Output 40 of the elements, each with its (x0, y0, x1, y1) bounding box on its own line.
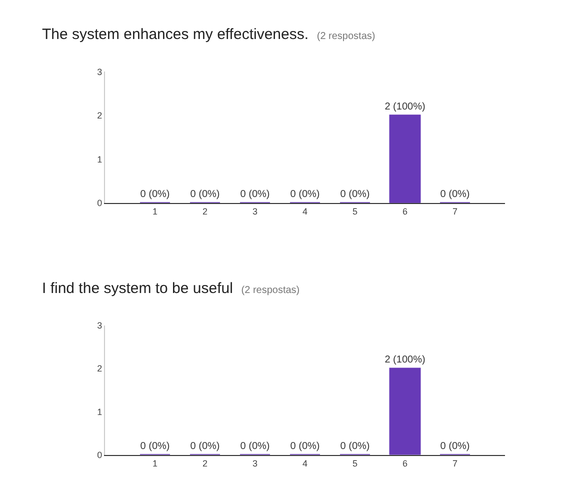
y-tick-label: 1 (97, 406, 102, 417)
y-tick-label: 1 (97, 154, 102, 164)
data-label: 0 (0%) (140, 440, 170, 452)
data-label: 0 (0%) (290, 440, 320, 452)
x-tick-label: 5 (352, 206, 358, 217)
data-label: 0 (0%) (440, 188, 470, 200)
x-tick-label: 6 (402, 458, 408, 469)
y-tick-label: 2 (97, 110, 102, 121)
data-label: 0 (0%) (440, 440, 470, 452)
x-tick-label: 6 (402, 206, 408, 217)
chart-title: The system enhances my effectiveness. (42, 26, 309, 43)
data-label: 0 (0%) (340, 188, 370, 200)
x-tick-label: 4 (302, 458, 308, 469)
data-label: 0 (0%) (340, 440, 370, 452)
x-tick-label: 1 (152, 206, 158, 217)
x-tick-label: 3 (252, 458, 258, 469)
y-tick-label: 0 (97, 198, 102, 208)
chart-title: I find the system to be useful (42, 280, 233, 297)
data-label: 2 (100%) (384, 101, 426, 112)
data-label: 0 (0%) (240, 188, 270, 200)
y-tick-label: 3 (97, 320, 102, 331)
data-label: 0 (0%) (140, 188, 170, 200)
y-tick-label: 3 (97, 66, 102, 77)
x-tick-label: 3 (252, 206, 258, 217)
x-tick-label: 2 (202, 458, 208, 469)
data-label: 0 (0%) (190, 440, 220, 452)
x-tick-label: 1 (152, 458, 158, 469)
data-label: 0 (0%) (240, 440, 270, 452)
data-label: 0 (0%) (190, 188, 220, 200)
data-label: 2 (100%) (384, 354, 426, 366)
data-label: 0 (0%) (290, 188, 320, 200)
x-tick-label: 2 (202, 206, 208, 217)
x-tick-label: 4 (302, 206, 308, 217)
x-tick-label: 7 (452, 458, 458, 469)
chart-subtitle: (2 respostas) (316, 31, 376, 42)
y-tick-label: 2 (97, 364, 102, 374)
x-tick-label: 7 (452, 206, 458, 217)
y-tick-label: 0 (97, 450, 102, 460)
x-tick-label: 5 (352, 458, 358, 469)
chart-subtitle: (2 respostas) (241, 285, 300, 296)
